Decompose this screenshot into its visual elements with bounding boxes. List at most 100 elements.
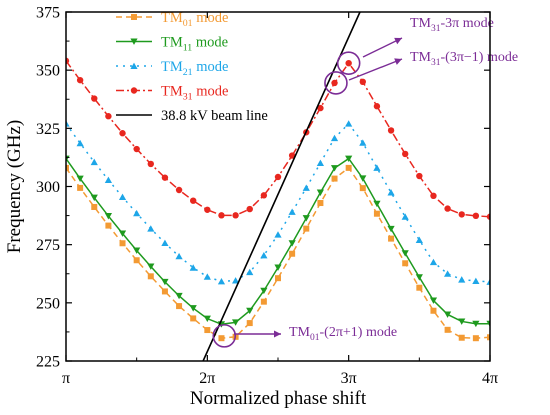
series-0-point — [260, 298, 267, 305]
series-2-point — [90, 158, 98, 166]
series-2-point — [274, 231, 282, 238]
series-0-point — [416, 284, 423, 291]
series-1-point — [90, 194, 98, 202]
legend-1-label: TM11 mode — [161, 35, 228, 54]
series-1-point — [401, 250, 409, 257]
series-3-point — [458, 211, 465, 218]
series-1-point — [76, 175, 84, 182]
series-4-line — [202, 12, 361, 361]
series-2-point — [458, 276, 466, 283]
annotation-2-arrowhead — [274, 330, 281, 338]
series-1-point — [118, 230, 127, 237]
legend-1-marker — [130, 38, 138, 45]
series-3-point — [232, 212, 239, 219]
series-1-point — [232, 319, 240, 326]
series-2-point — [345, 120, 353, 127]
series-2-point — [288, 208, 296, 215]
series-2-point — [302, 184, 310, 191]
series-3-point — [260, 192, 268, 199]
legend: TM01 mode TM11 mode TM21 mode TM31 mode 38.8… — [116, 10, 268, 124]
legend-0-label: TM01 mode — [161, 10, 228, 29]
series-2-point — [76, 139, 84, 147]
series-1-point — [246, 307, 254, 315]
legend-2-label: TM21 mode — [161, 59, 228, 78]
series-2-point — [415, 236, 423, 244]
annotation-1-arrow — [348, 58, 403, 81]
series-2-point — [147, 225, 155, 232]
series-3-point — [387, 127, 395, 134]
y-tick-label-4: 325 — [36, 121, 60, 138]
series-1-point — [444, 311, 452, 318]
series-3-point — [218, 212, 225, 219]
series-0-point — [444, 326, 451, 333]
series-0-point — [487, 334, 490, 341]
series-0-point — [275, 275, 281, 282]
series-0-point — [105, 222, 112, 229]
series-0-point — [458, 334, 465, 341]
series-0-point — [91, 203, 98, 210]
series-2-point — [232, 277, 240, 284]
series-1-point — [147, 263, 155, 270]
annotation-2-label: TM01-(2π+1) mode — [289, 325, 397, 343]
series-2-point — [66, 120, 70, 127]
series-0-point — [388, 235, 395, 242]
series-2-point — [217, 278, 226, 285]
series-3-point — [190, 197, 197, 204]
x-tick-label-1: 2π — [199, 370, 215, 387]
series-1-point — [472, 320, 480, 328]
series-0-point — [331, 175, 338, 182]
series-0-point — [359, 185, 366, 192]
series-2-point — [175, 252, 183, 260]
y-tick-label-2: 275 — [36, 237, 60, 254]
series-1-point — [189, 305, 197, 312]
annotation-0-circle — [336, 51, 361, 75]
series-1-point — [330, 165, 339, 172]
legend-3-marker — [130, 87, 138, 94]
series-0-point — [430, 307, 437, 314]
series-2-point — [161, 239, 169, 247]
legend-4-label: 38.8 kV beam line — [161, 108, 268, 124]
series-2-point — [104, 176, 112, 183]
series-2-point — [330, 134, 339, 142]
series-2-point — [373, 164, 381, 171]
series-1-point — [288, 240, 296, 247]
series-1-point — [429, 297, 438, 304]
axes: π 2π 3π 4π 225 250 275 300 325 350 375 Normalized p… — [4, 5, 498, 410]
series-1-point — [415, 274, 423, 281]
annotation-0-arrowhead — [394, 37, 402, 45]
y-tick-label-3: 300 — [36, 179, 60, 196]
series-3-point — [345, 59, 352, 67]
y-tick-label-5: 350 — [36, 63, 60, 80]
series-1-point — [302, 215, 310, 222]
series-2-point — [316, 159, 324, 167]
series-3-point — [317, 104, 324, 112]
y-tick-label-6: 375 — [36, 5, 60, 22]
series-3-point — [359, 78, 366, 86]
annotation-1-arrowhead — [394, 58, 402, 65]
series-0-point — [66, 164, 69, 171]
series-0-point — [402, 260, 409, 267]
series-3-point — [66, 57, 70, 65]
series-3-point — [161, 174, 169, 181]
series-3-point — [288, 152, 296, 159]
annotation-2-circle — [212, 324, 237, 348]
series-0-point — [190, 315, 197, 322]
series-2-point — [472, 277, 480, 284]
series-0-point — [204, 327, 211, 334]
series-3-point — [91, 95, 98, 102]
series-0-point — [246, 320, 253, 327]
series-1-point — [175, 292, 183, 300]
annotation-layer: TM31-3π mode TM31-(3π−1) mode TM01-(2π+1) … — [212, 16, 518, 348]
series-1-point — [260, 287, 268, 295]
series-1-point — [104, 213, 112, 220]
series-1-point — [161, 278, 169, 286]
series-3-point — [373, 103, 381, 110]
series-0-point — [373, 210, 380, 217]
series-2-point — [246, 268, 254, 276]
series-2-point — [444, 270, 452, 277]
series-3-point — [486, 213, 490, 220]
annotation-0-arrow — [362, 37, 403, 58]
x-tick-label-2: 3π — [341, 370, 357, 387]
series-2-point — [133, 209, 141, 217]
